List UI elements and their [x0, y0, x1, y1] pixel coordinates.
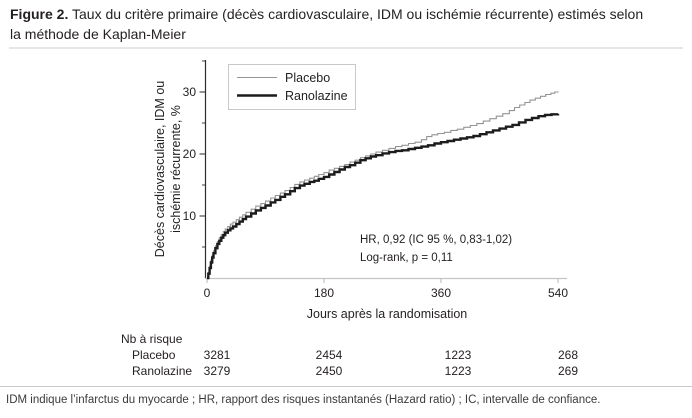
figure-label: Figure 2. — [10, 6, 69, 22]
bottom-divider — [0, 386, 692, 387]
risk-table-header: Nb à risque — [121, 332, 183, 346]
x-tick-label-540: 540 — [548, 286, 568, 300]
risk-row-ranolazine-label: Ranolazine — [132, 364, 192, 378]
annotation-hr: HR, 0,92 (IC 95 %, 0,83-1,02) — [360, 234, 512, 246]
y-axis-minor-ticks — [202, 60, 206, 248]
y-axis-major-ticks — [199, 91, 206, 217]
y-axis-title-line2: ischémie récurrente, % — [169, 105, 183, 233]
risk-placebo-n360: 1223 — [445, 348, 472, 362]
footnote: IDM indique l’infarctus du myocarde ; HR… — [6, 394, 601, 406]
kaplan-meier-chart: 10 20 30 Décès cardiovasculaire, IDM ou … — [121, 60, 578, 378]
legend-placebo-label: Placebo — [285, 71, 330, 85]
y-tick-label-20: 20 — [183, 147, 197, 161]
risk-placebo-n540: 268 — [558, 348, 578, 362]
risk-placebo-n180: 2454 — [316, 348, 343, 362]
ranolazine-curve — [207, 113, 560, 280]
risk-ranolazine-n180: 2450 — [316, 364, 343, 378]
x-tick-label-360: 360 — [431, 286, 451, 300]
annotation-logrank: Log-rank, p = 0,11 — [360, 252, 453, 264]
risk-ranolazine-n540: 269 — [558, 364, 578, 378]
curves-group — [207, 91, 560, 280]
legend-box — [228, 64, 356, 110]
y-tick-label-30: 30 — [183, 85, 197, 99]
x-tick-label-0: 0 — [204, 286, 211, 300]
y-tick-label-10: 10 — [183, 209, 197, 223]
placebo-curve — [207, 91, 559, 279]
x-axis-ticks — [206, 278, 559, 283]
x-tick-label-180: 180 — [314, 286, 334, 300]
x-axis-title: Jours après la randomisation — [307, 307, 468, 321]
legend-ranolazine-label: Ranolazine — [285, 89, 348, 103]
top-divider — [9, 47, 683, 49]
risk-ranolazine-n360: 1223 — [445, 364, 472, 378]
y-axis-title-line1: Décès cardiovasculaire, IDM ou — [153, 81, 167, 258]
risk-row-placebo-label: Placebo — [132, 348, 176, 362]
risk-ranolazine-n0: 3279 — [204, 364, 231, 378]
risk-placebo-n0: 3281 — [204, 348, 231, 362]
figure-title-text: Taux du critère primaire (décès cardiova… — [10, 6, 644, 42]
figure-caption: Figure 2. Taux du critère primaire (décè… — [10, 5, 650, 45]
